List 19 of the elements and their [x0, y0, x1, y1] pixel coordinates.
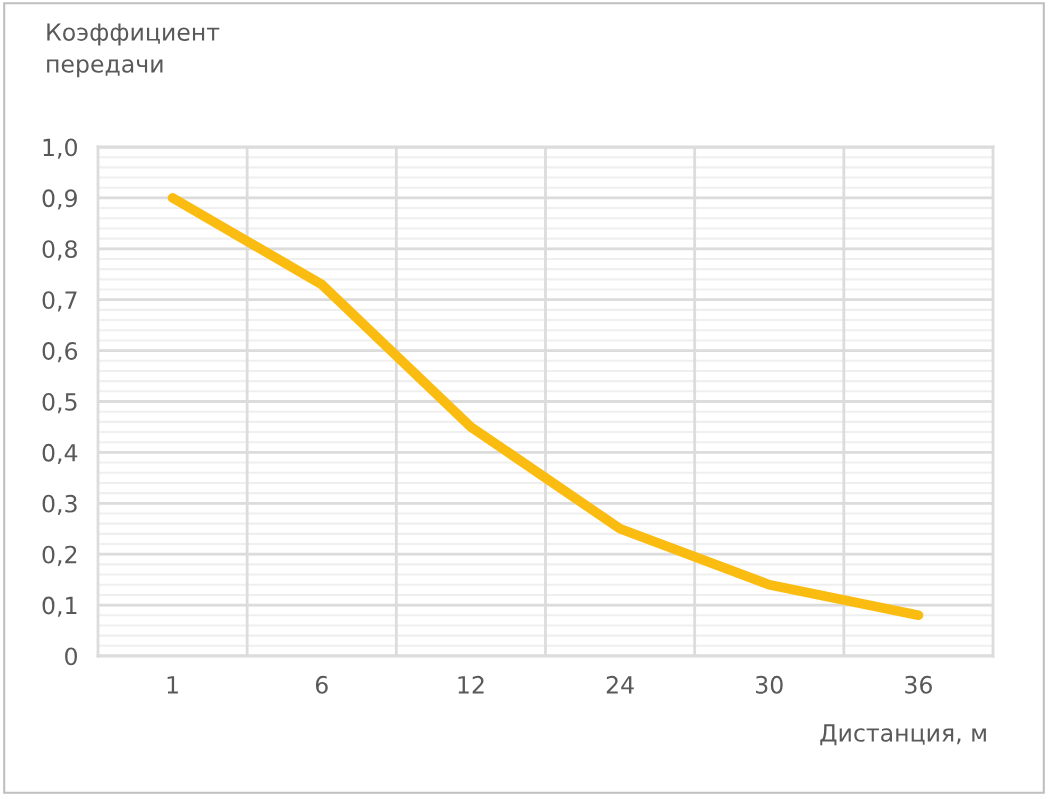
y-tick-label: 0,9 [42, 189, 77, 210]
y-axis-title: Коэффициент передачи [47, 23, 220, 78]
x-tick-label: 1 [167, 676, 178, 694]
x-tick-label: 6 [315, 675, 328, 694]
x-tick-label: 24 [606, 675, 634, 694]
y-tick-label: 0,3 [42, 494, 77, 516]
y-tick-label: 0 [65, 647, 77, 666]
y-tick-label: 0,8 [42, 240, 77, 261]
y-tick-label: 0,6 [42, 342, 78, 363]
y-tick-label: 0,1 [42, 596, 77, 617]
y-tick-label: 1,0 [43, 138, 77, 159]
x-tick-label: 36 [905, 675, 932, 694]
x-tick-label: 12 [458, 675, 484, 694]
x-tick-label: 30 [756, 675, 783, 694]
y-tick-label: 0,2 [42, 545, 77, 566]
x-axis-title: Дистанция, м [820, 724, 986, 746]
y-tick-label: 0,4 [42, 443, 78, 465]
y-tick-label: 0,5 [42, 392, 77, 414]
y-tick-label: 0,7 [42, 291, 77, 312]
